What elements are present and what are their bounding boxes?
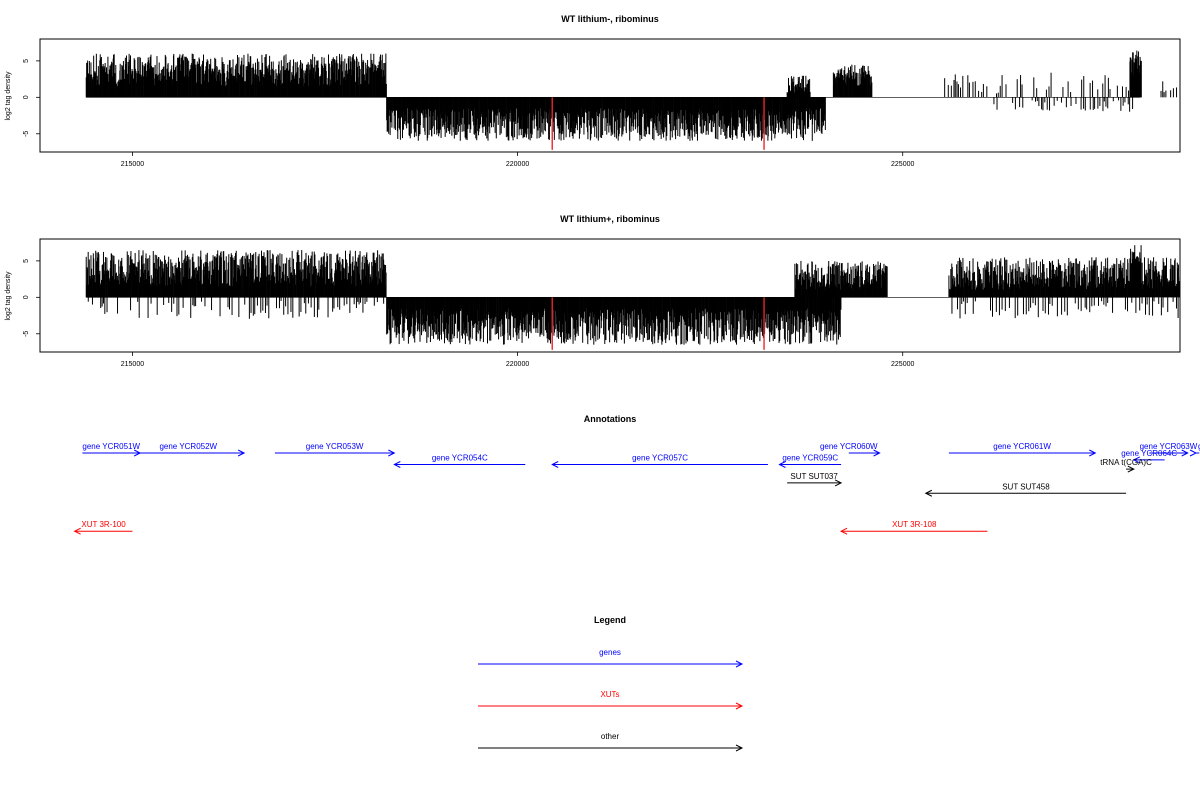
feature-genes: gene YCR054C (393, 454, 526, 468)
plot-frame (39, 238, 1181, 353)
feature-label: tRNA t(CGA)C (1100, 458, 1152, 467)
y-tick-label: -5 (23, 131, 30, 137)
arrowhead (873, 449, 881, 457)
plot-frame (39, 38, 1181, 153)
markers-group (551, 97, 765, 150)
legend-item: XUTs (478, 690, 744, 710)
legend-arrowhead (735, 744, 744, 752)
feature-label: XUT 3R-100 (81, 520, 126, 529)
feature-other: SUT SUT037 (787, 472, 843, 487)
y-axis-label: log2 tag density (5, 271, 12, 321)
track-title: WT lithium-, ribominus (561, 14, 659, 24)
legend: Legend genes XUTs other (478, 615, 744, 752)
arrowhead (551, 461, 559, 468)
feature-genes: gene YCR052W (132, 442, 246, 457)
legend-items: genes XUTs other (478, 648, 744, 752)
feature-genes: gene YCR051W (82, 442, 142, 457)
arrowhead (839, 527, 848, 535)
feature-label: gene YCR057C (632, 454, 688, 463)
feature-label: XUT 3R-108 (892, 520, 937, 529)
feature-label: gene YCR060W (820, 442, 878, 451)
track-lithium-plus: WT lithium+, ribominus 215000 220000 22500… (5, 214, 1181, 368)
x-tick-label: 225000 (891, 361, 914, 368)
feature-label: SUT SUT458 (1002, 482, 1050, 491)
feature-XUTs: XUT 3R-100 (73, 520, 133, 535)
x-tick-label: 220000 (506, 161, 529, 168)
legend-label: genes (599, 648, 621, 657)
x-tick-label: 215000 (121, 361, 144, 368)
feature-label: gene YCR064C (1121, 449, 1177, 458)
bars-group (85, 245, 1181, 345)
arrowhead (73, 527, 81, 535)
legend-arrowhead (735, 702, 744, 710)
x-axis: 215000 220000 225000 (121, 352, 914, 368)
feature-label: gene YCR051W (82, 442, 140, 451)
feature-genes: gene (1189, 442, 1200, 457)
legend-item: genes (478, 648, 744, 668)
feature-label: gene (1198, 442, 1200, 451)
x-tick-label: 220000 (506, 361, 529, 368)
legend-label: XUTs (600, 690, 619, 699)
x-tick-label: 225000 (891, 161, 914, 168)
arrowhead (1181, 449, 1189, 457)
feature-label: gene YCR052W (159, 442, 217, 451)
legend-arrowhead (735, 660, 744, 668)
y-axis-label: log2 tag density (5, 71, 12, 121)
track-title: WT lithium+, ribominus (560, 214, 660, 224)
arrowhead (237, 449, 246, 457)
feature-genes: gene YCR063W (1140, 442, 1198, 457)
x-axis: 215000 220000 225000 (121, 152, 914, 168)
y-tick-label: 5 (23, 59, 30, 63)
feature-label: SUT SUT037 (790, 472, 838, 481)
feature-label: gene YCR061W (993, 442, 1051, 451)
annotations-title: Annotations (584, 414, 637, 424)
feature-label: gene YCR054C (432, 454, 488, 463)
y-tick-label: -5 (23, 331, 30, 337)
feature-genes: gene YCR061W (948, 442, 1097, 457)
annotations-panel: Annotations gene YCR051W gene YCR052W gene… (73, 414, 1200, 535)
feature-genes: gene YCR064C (1121, 449, 1177, 464)
legend-item: other (478, 732, 744, 752)
feature-list: gene YCR051W gene YCR052W gene YCR053W gene… (73, 442, 1200, 535)
feature-label: gene YCR053W (306, 442, 364, 451)
arrowhead (388, 449, 396, 457)
y-axis: -5 0 5 (23, 59, 40, 137)
feature-other: tRNA t(CGA)C (1100, 458, 1152, 473)
feature-genes: gene YCR053W (274, 442, 396, 457)
feature-label: gene YCR059C (782, 454, 838, 463)
arrowhead (1132, 456, 1141, 464)
feature-genes: gene YCR060W (820, 442, 881, 457)
bars-group (85, 50, 1178, 141)
arrowhead (778, 461, 786, 468)
arrowhead (1189, 449, 1198, 457)
arrowhead (393, 461, 401, 468)
x-tick-label: 215000 (121, 161, 144, 168)
y-tick-label: 0 (23, 95, 30, 99)
feature-genes: gene YCR057C (551, 454, 768, 468)
arrowhead (1089, 449, 1097, 457)
y-tick-label: 0 (23, 295, 30, 299)
arrowhead (1127, 465, 1135, 473)
legend-label: other (601, 732, 620, 741)
arrowhead (924, 489, 933, 497)
feature-other: SUT SUT458 (924, 482, 1127, 497)
legend-title: Legend (594, 615, 626, 625)
markers-group (551, 297, 765, 350)
feature-genes: gene YCR059C (778, 454, 842, 468)
track-lithium-minus: WT lithium-, ribominus 215000 220000 22500… (5, 14, 1181, 168)
feature-XUTs: XUT 3R-108 (839, 520, 988, 535)
y-tick-label: 5 (23, 259, 30, 263)
y-axis: -5 0 5 (23, 259, 40, 337)
feature-label: gene YCR063W (1140, 442, 1198, 451)
arrowhead (834, 479, 843, 487)
